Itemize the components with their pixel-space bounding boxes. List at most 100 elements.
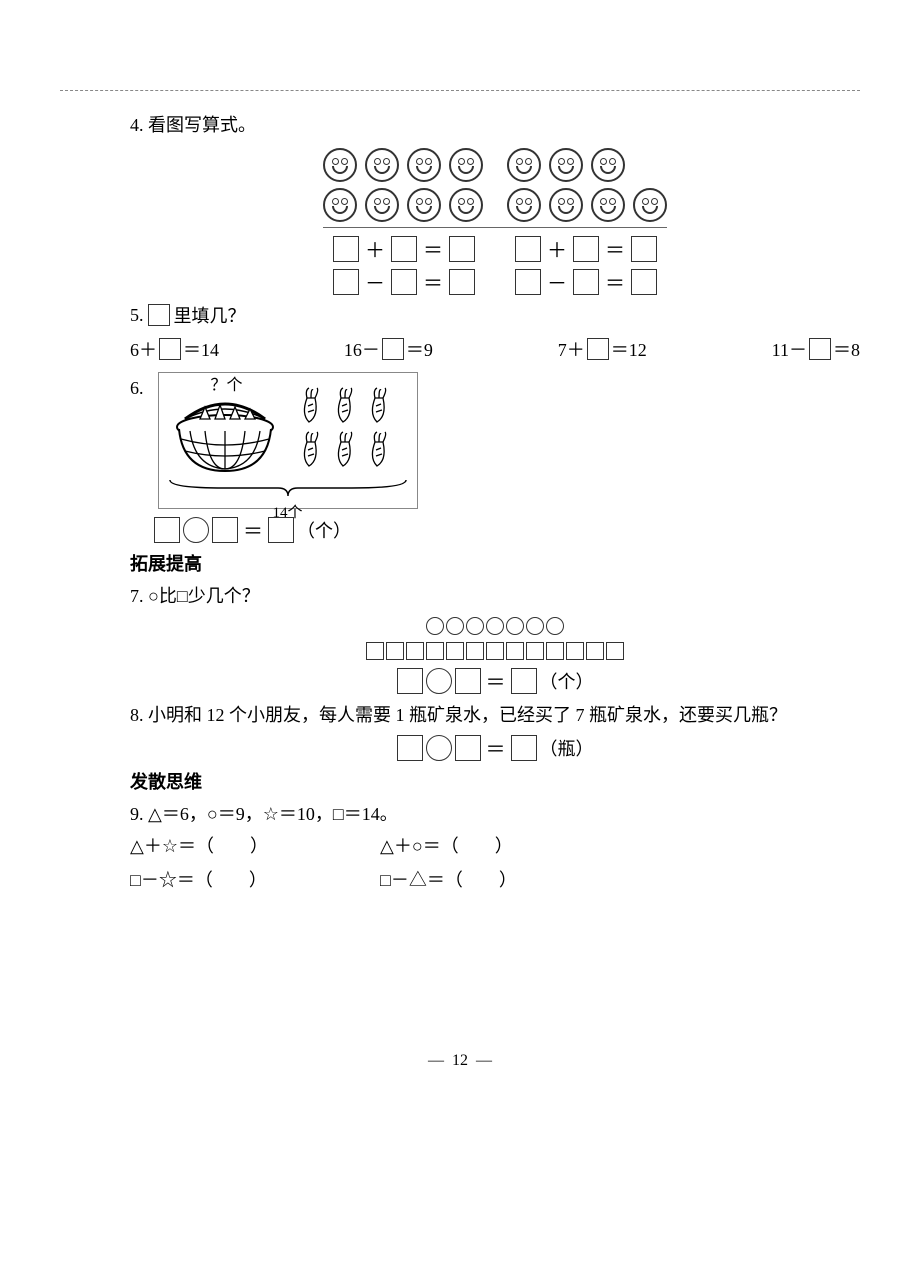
q5-item-3-right: ＝12: [611, 336, 647, 362]
square-shape-icon: [406, 642, 424, 660]
page-footer: — 12 —: [60, 1052, 860, 1070]
op-circle[interactable]: [426, 668, 452, 694]
blank-box[interactable]: [631, 269, 657, 295]
eq-op: ＝: [603, 267, 627, 296]
q5-item-2-left: 16－: [344, 336, 380, 362]
q5-item-1: 6＋ ＝14: [130, 336, 219, 362]
blank-box[interactable]: [455, 735, 481, 761]
blank-box[interactable]: [515, 269, 541, 295]
smiley-icon: [591, 188, 625, 222]
q8-text: 8. 小明和 12 个小朋友，每人需要 1 瓶矿泉水，已经买了 7 瓶矿泉水，还…: [60, 701, 860, 727]
smiley-icon: [407, 188, 441, 222]
q7-equation: ＝ （个）: [130, 666, 860, 695]
smiley-icon: [407, 148, 441, 182]
q9-cell-1: △＋☆＝（ ）: [130, 832, 360, 858]
blank-box[interactable]: [573, 236, 599, 262]
q6-figure: ？个: [158, 372, 418, 509]
q5-item-1-left: 6＋: [130, 336, 157, 362]
blank-box[interactable]: [391, 269, 417, 295]
example-box-icon: [148, 304, 170, 326]
q6-brace-label: 14个: [165, 501, 411, 522]
smiley-icon: [507, 148, 541, 182]
q7-square-row: [130, 639, 860, 660]
q4-figure: [130, 143, 860, 228]
blank-box[interactable]: [515, 236, 541, 262]
blank-box[interactable]: [455, 668, 481, 694]
blank-box[interactable]: [449, 236, 475, 262]
blank-box[interactable]: [397, 668, 423, 694]
worksheet-page: 4. 看图写算式。 ＋＝ ＋＝ －＝ －＝ 5.: [0, 0, 920, 1110]
blank-box[interactable]: [573, 269, 599, 295]
minus-op: －: [363, 267, 387, 296]
q5-item-1-right: ＝14: [183, 336, 219, 362]
square-shape-icon: [466, 642, 484, 660]
q6-carrot-grid: [295, 384, 393, 474]
unit-label: （个）: [540, 668, 594, 694]
q5-title: 5. 里填几？: [130, 302, 860, 328]
q9-cell-4: □－△＝（ ）: [380, 866, 610, 892]
q5-prefix: 5.: [130, 305, 144, 326]
smiley-icon: [591, 148, 625, 182]
q5-item-4: 11－ ＝8: [772, 336, 860, 362]
smiley-icon: [549, 148, 583, 182]
blank-box[interactable]: [159, 338, 181, 360]
content-area: 4. 看图写算式。 ＋＝ ＋＝ －＝ －＝ 5.: [60, 111, 860, 892]
blank-box[interactable]: [511, 668, 537, 694]
blank-box[interactable]: [397, 735, 423, 761]
q5-item-2: 16－＝9: [344, 336, 433, 362]
op-circle[interactable]: [426, 735, 452, 761]
eq-op: ＝: [484, 666, 508, 695]
q5-suffix: 里填几？: [174, 302, 246, 328]
q7-title: 7. ○比□少几个？: [130, 582, 860, 608]
blank-box[interactable]: [449, 269, 475, 295]
smiley-icon: [507, 188, 541, 222]
header-dash-line: [60, 90, 860, 91]
square-shape-icon: [546, 642, 564, 660]
square-shape-icon: [386, 642, 404, 660]
blank-box[interactable]: [382, 338, 404, 360]
square-shape-icon: [446, 642, 464, 660]
carrot-icon: [295, 384, 325, 424]
q7-circle-row: [130, 614, 860, 635]
square-shape-icon: [586, 642, 604, 660]
smiley-icon: [323, 148, 357, 182]
q9-grid: △＋☆＝（ ） △＋○＝（ ） □－☆＝（ ） □－△＝（ ）: [130, 832, 860, 892]
q4-title: 4. 看图写算式。: [130, 111, 860, 137]
smiley-icon: [449, 148, 483, 182]
q6-title: 6.: [130, 378, 144, 399]
blank-box[interactable]: [809, 338, 831, 360]
square-shape-icon: [426, 642, 444, 660]
section-diverge-title: 发散思维: [130, 768, 860, 794]
circle-shape-icon: [526, 617, 544, 635]
blank-box[interactable]: [391, 236, 417, 262]
circle-shape-icon: [546, 617, 564, 635]
q5-item-4-right: ＝8: [833, 336, 860, 362]
eq-op: ＝: [603, 234, 627, 263]
circle-shape-icon: [506, 617, 524, 635]
blank-box[interactable]: [333, 269, 359, 295]
q4-eq-row-1: ＋＝ ＋＝: [130, 234, 860, 263]
circle-shape-icon: [426, 617, 444, 635]
circle-shape-icon: [446, 617, 464, 635]
q5-item-4-left: 11－: [772, 336, 807, 362]
page-number: 12: [452, 1052, 468, 1069]
blank-box[interactable]: [587, 338, 609, 360]
q9-given: 9. △＝6，○＝9，☆＝10，□＝14。: [130, 800, 860, 826]
square-shape-icon: [366, 642, 384, 660]
q5-item-3-left: 7＋: [558, 336, 585, 362]
square-shape-icon: [606, 642, 624, 660]
q4-group-right-top: [507, 145, 625, 185]
smiley-icon: [365, 188, 399, 222]
circle-shape-icon: [486, 617, 504, 635]
q8-equation: ＝ （瓶）: [130, 733, 860, 762]
circle-shape-icon: [466, 617, 484, 635]
blank-box[interactable]: [511, 735, 537, 761]
blank-box[interactable]: [333, 236, 359, 262]
eq-op: ＝: [484, 733, 508, 762]
smiley-icon: [449, 188, 483, 222]
square-shape-icon: [486, 642, 504, 660]
eq-op: ＝: [421, 234, 445, 263]
blank-box[interactable]: [631, 236, 657, 262]
q9-cell-2: △＋○＝（ ）: [380, 832, 610, 858]
smiley-icon: [365, 148, 399, 182]
